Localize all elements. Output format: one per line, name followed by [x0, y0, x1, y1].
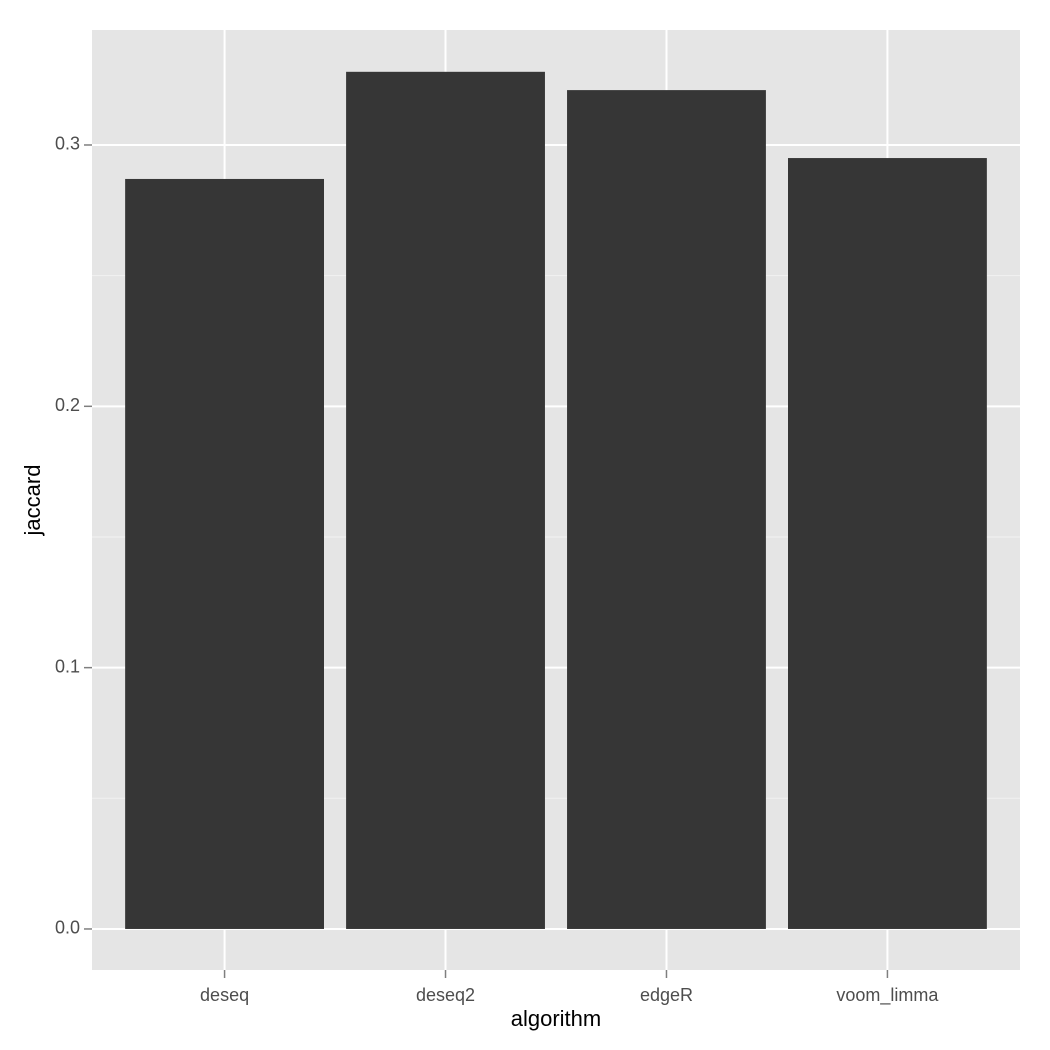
- y-axis-title: jaccard: [20, 465, 45, 537]
- x-tick-label: deseq: [200, 985, 249, 1005]
- x-tick-label: deseq2: [416, 985, 475, 1005]
- bar: [567, 90, 766, 929]
- y-tick-label: 0.2: [55, 395, 80, 415]
- y-tick-label: 0.0: [55, 918, 80, 938]
- bar: [788, 158, 987, 929]
- bar: [125, 178, 325, 929]
- y-tick-label: 0.1: [55, 656, 80, 676]
- x-axis-title: algorithm: [511, 1006, 601, 1031]
- x-tick-label: voom_limma: [836, 985, 939, 1006]
- y-tick-label: 0.3: [55, 134, 80, 154]
- bar: [346, 71, 545, 929]
- x-tick-label: edgeR: [640, 985, 693, 1005]
